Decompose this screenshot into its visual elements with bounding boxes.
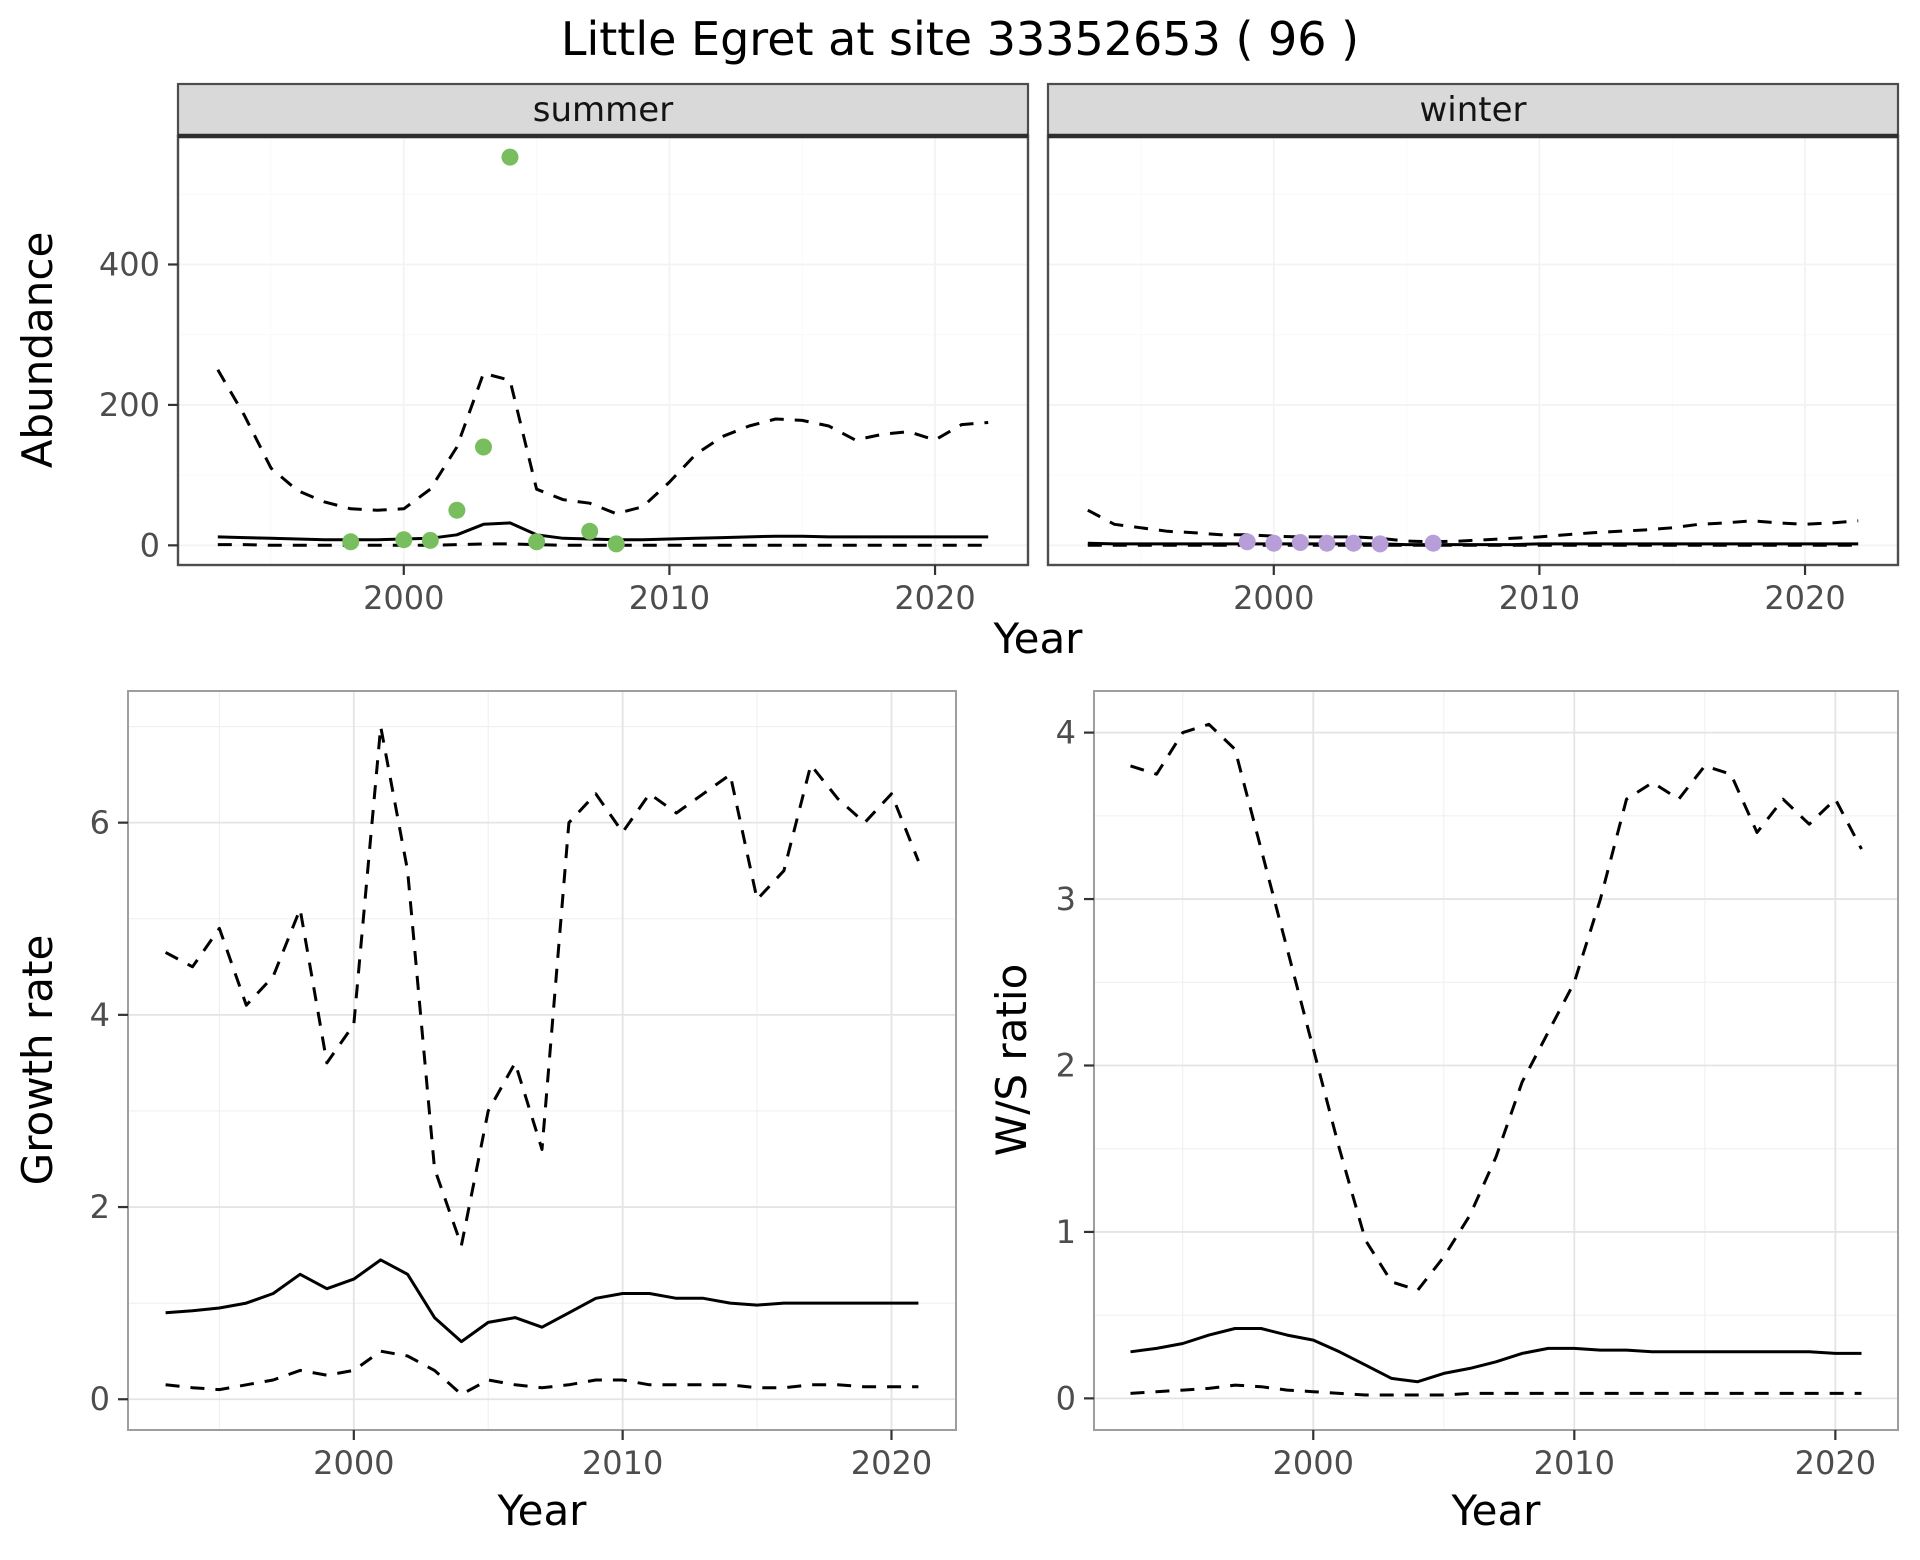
observation-point [1291,534,1309,551]
y-axis-label-abundance: Abundance [13,231,62,469]
y-tick-label: 400 [99,245,160,283]
x-tick-label: 2000 [1233,579,1314,617]
observation-point [607,535,625,553]
panel-bg [128,691,956,1430]
series-layer [164,725,920,1396]
panel-bg [1094,691,1898,1430]
panel-border [127,690,957,1431]
y-axis-label-growth-rate: Growth rate [13,934,62,1186]
panel-border [1093,690,1899,1431]
y-tick-label: 0 [90,1380,110,1418]
panel-bg [178,136,1028,565]
observation-point [475,438,492,456]
facet-label-winter: winter [1419,90,1527,130]
observation-point [1371,535,1389,553]
x-tick-label: 2020 [1795,1444,1876,1482]
mean-line [165,1258,919,1344]
observation-point [581,522,599,540]
x-axis-label-year-ws: Year [1451,1486,1541,1535]
y-tick-label: 4 [90,996,110,1034]
upper-ci-line [216,369,989,516]
observation-point [1424,534,1442,552]
y-tick-label: 2 [1056,1046,1076,1084]
series-layer [216,148,989,553]
chart-title: Little Egret at site 33352653 ( 96 ) [560,12,1360,66]
y-tick-label: 1 [1056,1213,1076,1251]
panel-ws-ratio: 2000 2010 2020 0 1 2 3 4 [1056,690,1899,1482]
observation-point [1238,533,1256,551]
x-tick-label: 2010 [1499,579,1580,617]
panel-bg [1048,136,1898,565]
x-tick-label: 2000 [363,579,444,617]
observation-point [448,501,466,519]
x-tick-label: 2010 [582,1444,663,1482]
x-tick-label: 2020 [851,1444,932,1482]
x-tick-label: 2020 [1764,579,1845,617]
observation-point [501,148,519,166]
x-axis-label-year-top: Year [993,614,1083,663]
lower-ci-line [165,1349,919,1396]
mean-line [1130,1327,1862,1384]
x-axis-label-year-growth: Year [497,1486,587,1535]
y-tick-label: 2 [90,1188,110,1226]
y-tick-label: 0 [1056,1379,1076,1417]
x-tick-label: 2000 [1273,1444,1354,1482]
y-tick-label: 4 [1056,714,1076,752]
y-tick-label: 0 [140,526,160,564]
observation-point [1265,534,1283,552]
lower-ci-line [1130,1383,1862,1397]
x-tick-label: 2010 [629,579,710,617]
upper-ci-line [1087,508,1859,544]
upper-ci-line [164,725,920,1247]
y-tick-label: 6 [90,804,110,842]
facet-strip-winter [1046,82,1900,138]
x-tick-label: 2020 [894,579,975,617]
panel-abundance-summer: 2000 2010 2020 0 200 400 [99,82,1030,617]
series-layer [1087,508,1859,553]
x-tick-label: 2000 [313,1444,394,1482]
observation-point [528,533,546,551]
observation-point [342,533,360,551]
panel-growth-rate: 2000 2010 2020 0 2 4 6 [90,690,957,1482]
panel-abundance-winter: 2000 2010 2020 [1046,82,1900,617]
x-tick-label: 2010 [1534,1444,1615,1482]
observation-point [1318,534,1336,552]
y-tick-label: 3 [1056,880,1076,918]
facet-strip-summer [176,82,1030,138]
series-layer [1130,722,1863,1397]
observation-point [1345,534,1362,552]
upper-ci-line [1130,722,1863,1292]
facet-label-summer: summer [532,90,674,130]
observation-point [421,531,439,549]
y-tick-label: 200 [99,386,160,424]
observation-point [395,531,413,549]
y-axis-label-ws-ratio: W/S ratio [987,963,1036,1157]
